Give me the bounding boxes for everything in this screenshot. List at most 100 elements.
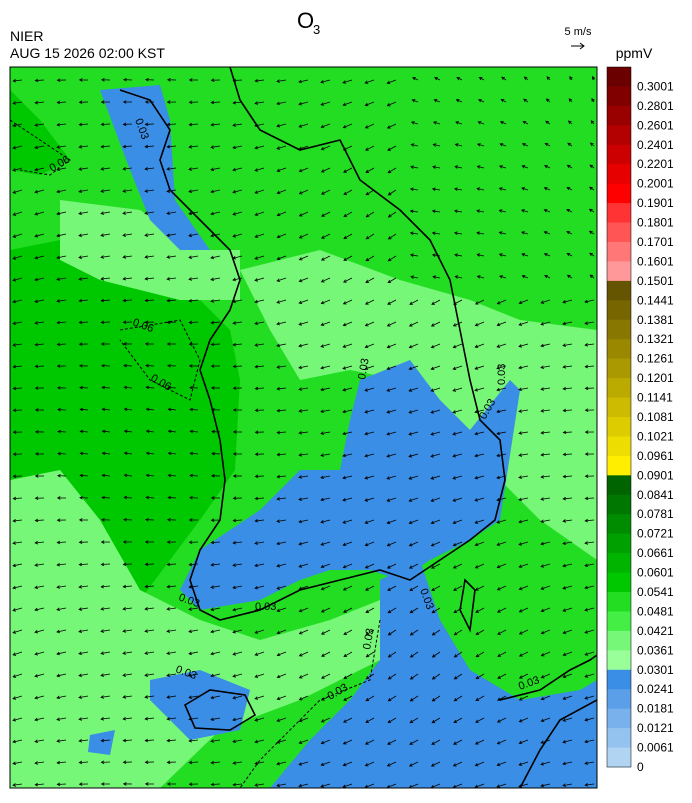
wind-arrow [342, 409, 353, 414]
wind-arrow [452, 519, 463, 525]
wind-arrow [276, 299, 287, 304]
colorbar-bin [607, 514, 631, 535]
wind-arrow [386, 497, 397, 502]
wind-arrow [320, 541, 331, 546]
wind-arrow [12, 277, 23, 282]
wind-arrow [584, 386, 595, 391]
wind-arrow [298, 541, 309, 546]
wind-arrow [474, 497, 485, 502]
wind-arrow [540, 387, 551, 391]
contours [10, 119, 381, 788]
wind-arrow [145, 385, 155, 390]
colorbar-bin [607, 378, 631, 399]
wind-arrow [412, 76, 419, 81]
wind-arrow [496, 717, 507, 723]
wind-arrow [386, 343, 397, 349]
wind-arrow [387, 233, 397, 240]
wind-arrow [100, 518, 111, 522]
contour [239, 619, 381, 788]
wind-arrow [56, 562, 67, 567]
wind-arrow [101, 451, 111, 456]
wind-arrow [430, 475, 441, 480]
wind-arrow [584, 452, 595, 456]
wind-arrow [232, 761, 243, 765]
wind-arrow [454, 143, 463, 147]
wind-arrow [100, 122, 111, 127]
wind-arrow [12, 386, 23, 391]
wind-arrow [276, 321, 287, 326]
wind-arrow [431, 299, 441, 305]
wind-arrow [34, 299, 45, 303]
wind-arrow [387, 673, 397, 680]
wind-arrow [78, 167, 89, 171]
wind-arrow [34, 364, 45, 369]
colorbar-label: 0.2201 [637, 157, 674, 171]
wind-arrow [254, 364, 265, 369]
wind-arrow [365, 277, 375, 283]
colorbar-bin [607, 105, 631, 126]
wind-arrow [232, 452, 243, 456]
wind-arrow [365, 717, 375, 723]
wind-arrow [518, 563, 529, 568]
wind-arrow [496, 497, 507, 502]
wind-arrow [476, 187, 485, 191]
wind-arrow [431, 209, 441, 214]
wind-arrow [276, 519, 287, 523]
wind-arrow [122, 695, 133, 699]
agency: NIER [10, 28, 43, 44]
wind-arrow [474, 739, 485, 745]
wind-arrow [365, 585, 375, 591]
wind-arrow [188, 145, 199, 149]
wind-arrow [496, 299, 507, 305]
wind-arrow [123, 429, 133, 434]
colorbar: 0.3001 0.2801 0.2601 0.2401 0.2201 0.2001 0.19… [606, 66, 674, 774]
wind-arrow [232, 474, 243, 478]
wind-arrow [320, 761, 331, 766]
wind-arrow [122, 607, 133, 611]
wind-arrow [298, 761, 309, 766]
wind-arrow [452, 453, 463, 458]
wind-arrow [232, 496, 243, 500]
wind-arrow [276, 255, 287, 261]
wind-arrow [431, 607, 441, 614]
wind-arrow [342, 299, 353, 305]
wind-arrow [56, 211, 67, 216]
wind-arrow [254, 563, 265, 568]
wind-arrow [144, 716, 155, 721]
wind-arrow [188, 629, 199, 634]
wind-arrow [452, 541, 463, 547]
wind-arrow [518, 409, 529, 413]
wind-arrow [562, 365, 573, 369]
wind-arrow [78, 540, 89, 545]
wind-arrow [144, 540, 155, 544]
wind-arrow [254, 783, 265, 787]
wind-arrow [210, 496, 221, 500]
wind-arrow [386, 453, 397, 458]
wind-arrow [166, 122, 177, 127]
wind-arrow [474, 299, 485, 305]
wind-arrow [364, 541, 375, 547]
wind-arrow [343, 255, 353, 261]
wind-arrow [431, 673, 441, 680]
colorbar-bin [607, 203, 631, 224]
wind-arrow [566, 208, 573, 213]
wind-arrow [474, 475, 485, 480]
wind-arrow [34, 607, 45, 612]
wind-arrow [144, 562, 155, 567]
wind-arrow [518, 651, 529, 657]
wind-arrow [78, 277, 89, 281]
wind-arrow [496, 409, 507, 414]
wind-arrow [496, 607, 507, 613]
wind-arrow [342, 123, 353, 129]
wind-arrow [78, 255, 89, 259]
wind-arrow [166, 629, 177, 633]
wind-arrow [430, 321, 441, 327]
wind-arrow [100, 629, 111, 633]
wind-arrow [475, 717, 485, 723]
wind-arrow [562, 739, 573, 744]
wind-arrow [562, 717, 573, 722]
wind-arrow [211, 451, 221, 456]
wind-arrow [254, 474, 265, 479]
wind-arrow [56, 320, 67, 325]
wind-arrow [210, 760, 221, 765]
